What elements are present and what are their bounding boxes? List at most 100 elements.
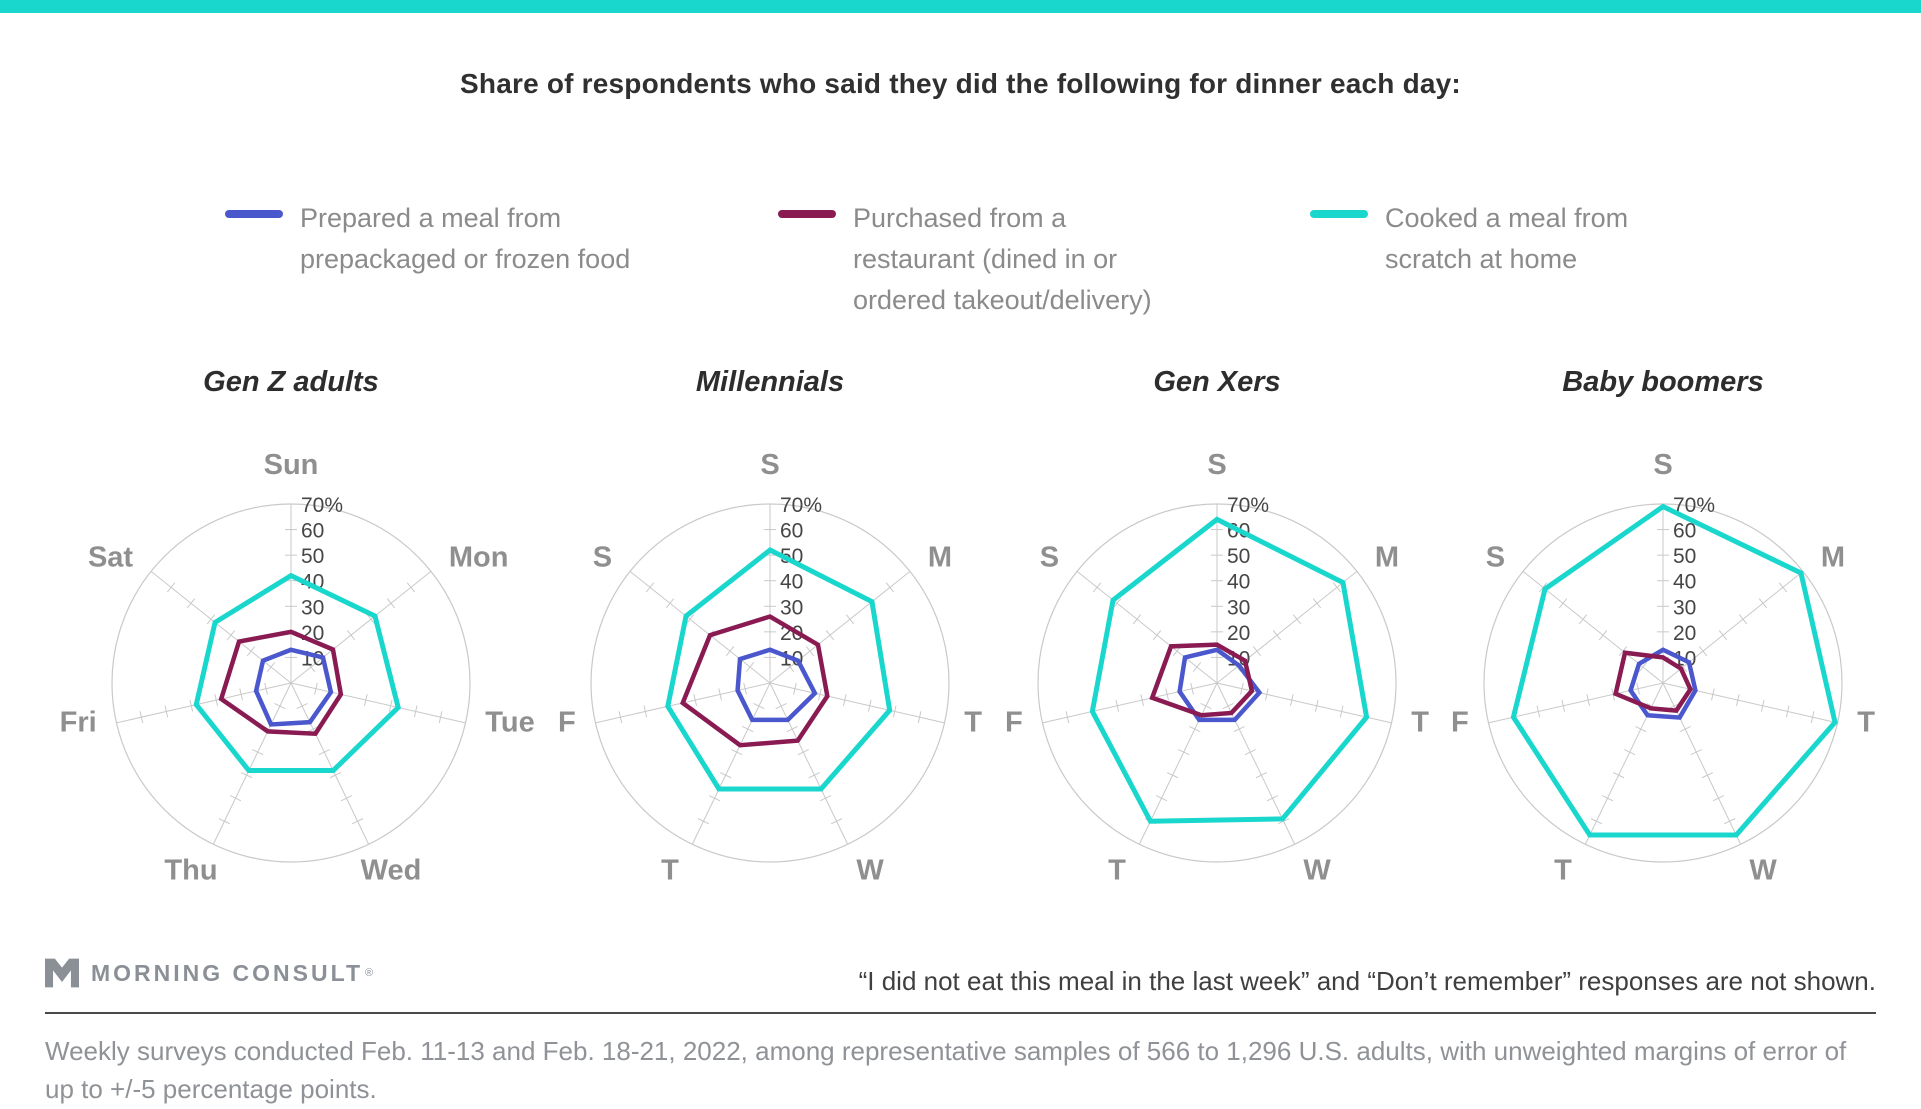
radar-chart-gen-x: Gen Xers 10 20 30 40 50 60 70% S M T W T F S <box>967 362 1467 918</box>
tick-mark <box>645 582 655 593</box>
spoke-line <box>1216 682 1392 724</box>
tick-mark <box>1735 694 1740 707</box>
tick-mark <box>386 598 396 609</box>
tick-mark <box>239 688 243 701</box>
tick-mark <box>307 726 319 733</box>
tick-mark <box>252 749 264 756</box>
tick-mark <box>1758 598 1768 609</box>
tick-mark <box>1718 630 1728 641</box>
r-tick-label: 70% <box>1227 494 1269 517</box>
tick-mark <box>274 702 286 710</box>
survey-note-line: Weekly surveys conducted Feb. 11-13 and … <box>45 1036 1847 1066</box>
axis-day-label: S <box>1486 542 1505 574</box>
series-polygon-0 <box>1628 647 1698 720</box>
tick-mark <box>786 726 798 733</box>
tick-mark <box>1618 646 1628 657</box>
legend-label-frozen: Prepared a meal from prepackaged or froz… <box>300 198 630 280</box>
footnote-quote: “I did not eat this meal in the last wee… <box>858 966 1876 996</box>
tick-mark <box>805 646 815 657</box>
tick-mark <box>1760 699 1765 712</box>
r-tick-label: 20 <box>1227 622 1250 645</box>
axis-day-label: M <box>1375 542 1399 574</box>
tick-mark <box>1189 726 1201 733</box>
r-tick-label: 60 <box>301 520 324 543</box>
tick-mark <box>808 772 821 779</box>
spoke-line <box>290 682 370 845</box>
spoke-line <box>1042 682 1218 724</box>
tick-mark <box>693 694 698 707</box>
tick-mark <box>1132 614 1142 625</box>
radar-chart-gen-z: Gen Z adults 10 20 30 40 50 60 70% Sun Mon Tue Wed… <box>41 362 541 918</box>
r-tick-label: 40 <box>780 571 803 594</box>
tick-mark <box>1612 772 1625 779</box>
radar-chart-millennials: Millennials 10 20 30 40 50 60 70% S M T W T F S <box>520 362 1020 918</box>
spoke-line <box>1662 571 1804 684</box>
tick-mark <box>1638 662 1648 673</box>
tick-mark <box>1192 662 1202 673</box>
series-polygon-2 <box>193 572 401 774</box>
tick-mark <box>1272 630 1282 641</box>
axis-day-label: S <box>1653 449 1672 481</box>
tick-mark <box>1200 702 1212 710</box>
legend-label-line: Purchased from a <box>853 203 1067 233</box>
tick-mark <box>1289 694 1294 707</box>
tick-mark <box>742 726 754 733</box>
radar-chart-baby-boomers: Baby boomers 10 20 30 40 50 60 70% S M T W T F S <box>1413 362 1913 918</box>
tick-mark <box>1165 688 1169 701</box>
spoke-line <box>769 682 945 724</box>
tick-mark <box>206 614 216 625</box>
tick-mark <box>1611 688 1615 701</box>
tick-mark <box>743 682 747 695</box>
r-tick-label: 70% <box>301 494 343 517</box>
survey-note-line: up to +/-5 percentage points. <box>45 1074 377 1104</box>
tick-mark <box>917 711 922 724</box>
series-polygon-1 <box>1149 642 1255 718</box>
tick-mark <box>1678 662 1688 673</box>
tick-mark <box>1312 598 1322 609</box>
spoke-line <box>769 682 849 845</box>
tick-mark <box>1155 795 1168 802</box>
axis-day-label: T <box>1554 854 1572 886</box>
tick-mark <box>745 662 755 673</box>
axis-day-label: M <box>928 542 952 574</box>
spoke-line <box>1488 682 1664 724</box>
tick-mark <box>1690 749 1702 756</box>
tick-mark <box>164 705 169 718</box>
tick-mark <box>1266 795 1279 802</box>
tick-mark <box>406 582 416 593</box>
axis-day-label: S <box>593 542 612 574</box>
spoke-line <box>1076 571 1218 684</box>
tick-mark <box>306 662 316 673</box>
r-tick-label: 30 <box>1227 596 1250 619</box>
series-polygon-1 <box>218 629 344 736</box>
tick-mark <box>318 749 330 756</box>
tick-mark <box>1240 682 1244 695</box>
tick-mark <box>685 614 695 625</box>
tick-mark <box>1698 646 1708 657</box>
tick-mark <box>825 630 835 641</box>
axis-day-label: F <box>1451 707 1469 739</box>
tick-mark <box>708 795 721 802</box>
tick-mark <box>845 614 855 625</box>
legend-label-restaurant: Purchased from a restaurant (dined in or… <box>853 198 1152 321</box>
logo-text: MORNING CONSULT <box>91 959 364 986</box>
tick-mark <box>1112 598 1122 609</box>
tick-mark <box>830 818 843 825</box>
tick-mark <box>1536 705 1541 718</box>
tick-mark <box>1092 582 1102 593</box>
tick-mark <box>189 699 194 712</box>
tick-mark <box>229 795 242 802</box>
r-tick-label: 40 <box>1227 571 1250 594</box>
tick-mark <box>266 662 276 673</box>
series-polygon-0 <box>1177 647 1263 723</box>
axis-day-label: F <box>558 707 576 739</box>
legend-label-scratch: Cooked a meal from scratch at home <box>1385 198 1628 280</box>
legend-swatch-scratch <box>1310 210 1368 218</box>
spoke-line <box>116 682 292 724</box>
tick-mark <box>166 582 176 593</box>
legend-label-line: prepackaged or frozen food <box>300 244 631 274</box>
